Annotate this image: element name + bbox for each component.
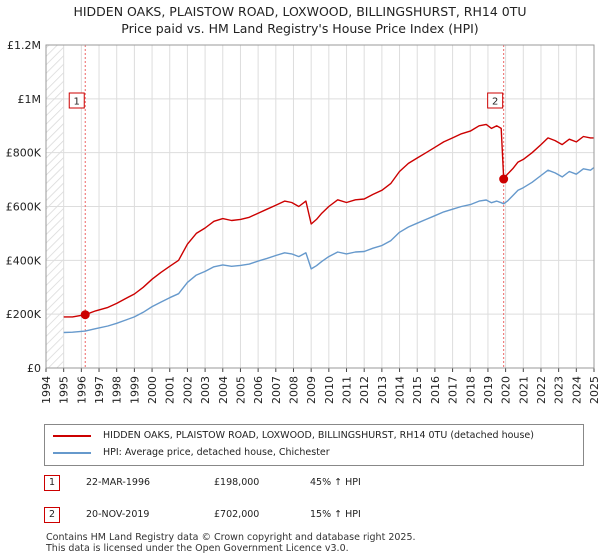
plot-border	[45, 44, 595, 369]
y-tick-label: £800K	[6, 147, 42, 160]
x-tick-label: 2024	[570, 376, 583, 404]
legend-swatch-property	[53, 434, 91, 437]
sale-hpi-change: 15% ↑ HPI	[310, 509, 361, 520]
sale-label-box	[68, 92, 85, 109]
x-tick-label: 2007	[270, 376, 283, 404]
sale-badge: 1	[44, 475, 60, 491]
y-tick-label: £0	[27, 362, 41, 375]
x-tick-label: 1998	[111, 376, 124, 404]
x-tick-label: 1994	[40, 376, 53, 404]
sale-row: 1 22-MAR-1996 £198,000 45% ↑ HPI	[44, 473, 584, 493]
legend-swatch-hpi	[53, 451, 91, 454]
x-tick-label: 2005	[234, 376, 247, 404]
legend-label-hpi: HPI: Average price, detached house, Chic…	[103, 447, 330, 458]
x-tick-label: 2008	[287, 376, 300, 404]
sale-date: 20-NOV-2019	[86, 509, 150, 520]
x-tick-label: 2014	[394, 376, 407, 404]
sale-price: £702,000	[214, 509, 260, 520]
x-tick-label: 2019	[482, 376, 495, 404]
x-tick-label: 2001	[164, 376, 177, 404]
x-tick-label: 2002	[181, 376, 194, 404]
x-tick-label: 2022	[535, 376, 548, 404]
sale-point	[80, 310, 90, 320]
legend-item-hpi: HPI: Average price, detached house, Chic…	[53, 445, 330, 461]
x-tick-label: 2021	[517, 376, 530, 404]
x-tick-label: 2012	[358, 376, 371, 404]
x-tick-label: 1995	[58, 376, 71, 404]
y-tick-label: £400K	[6, 254, 42, 267]
footer-licence: This data is licensed under the Open Gov…	[46, 543, 349, 554]
hpi-line	[63, 166, 595, 334]
y-tick-label: £200K	[6, 308, 42, 321]
sale-date: 22-MAR-1996	[86, 477, 151, 488]
x-tick-label: 2013	[376, 376, 389, 404]
chart-subtitle: Price paid vs. HM Land Registry's House …	[121, 21, 479, 36]
sale-label: 2	[492, 97, 498, 108]
y-tick-label: £600K	[6, 201, 42, 214]
property-price-line	[63, 123, 594, 318]
x-tick-label: 1999	[128, 376, 141, 404]
x-tick-label: 2004	[217, 376, 230, 404]
legend-item-property: HIDDEN OAKS, PLAISTOW ROAD, LOXWOOD, BIL…	[53, 428, 534, 444]
x-tick-label: 2023	[553, 376, 566, 404]
x-tick-label: 2010	[323, 376, 336, 404]
x-tick-label: 2025	[588, 376, 600, 404]
x-tick-label: 2018	[464, 376, 477, 404]
x-tick-label: 1996	[75, 376, 88, 404]
x-tick-label: 2009	[305, 376, 318, 404]
x-tick-label: 2003	[199, 376, 212, 404]
x-tick-label: 2017	[447, 376, 460, 404]
x-tick-label: 2020	[500, 376, 513, 404]
x-tick-label: 2006	[252, 376, 265, 404]
x-tick-label: 1997	[93, 376, 106, 404]
x-tick-label: 2016	[429, 376, 442, 404]
sale-point	[499, 174, 509, 184]
y-tick-label: £1M	[18, 93, 42, 106]
sale-label-box	[487, 92, 504, 109]
sale-label: 1	[74, 97, 80, 108]
x-tick-label: 2011	[341, 376, 354, 404]
y-tick-label: £1.2M	[7, 39, 41, 52]
chart-title: HIDDEN OAKS, PLAISTOW ROAD, LOXWOOD, BIL…	[73, 4, 527, 19]
price-chart: 1 2 £0 £200K £400K £600K £800K £1M £1.2M 1994 199…	[6, 39, 600, 404]
sale-price: £198,000	[214, 477, 260, 488]
x-tick-label: 2015	[411, 376, 424, 404]
sale-hpi-change: 45% ↑ HPI	[310, 477, 361, 488]
sale-row: 2 20-NOV-2019 £702,000 15% ↑ HPI	[44, 505, 584, 525]
sale-badge: 2	[44, 507, 60, 523]
x-tick-label: 2000	[146, 376, 159, 404]
chart-legend: HIDDEN OAKS, PLAISTOW ROAD, LOXWOOD, BIL…	[44, 424, 584, 466]
footer-copyright: Contains HM Land Registry data © Crown c…	[46, 532, 416, 543]
legend-label-property: HIDDEN OAKS, PLAISTOW ROAD, LOXWOOD, BIL…	[103, 430, 534, 441]
